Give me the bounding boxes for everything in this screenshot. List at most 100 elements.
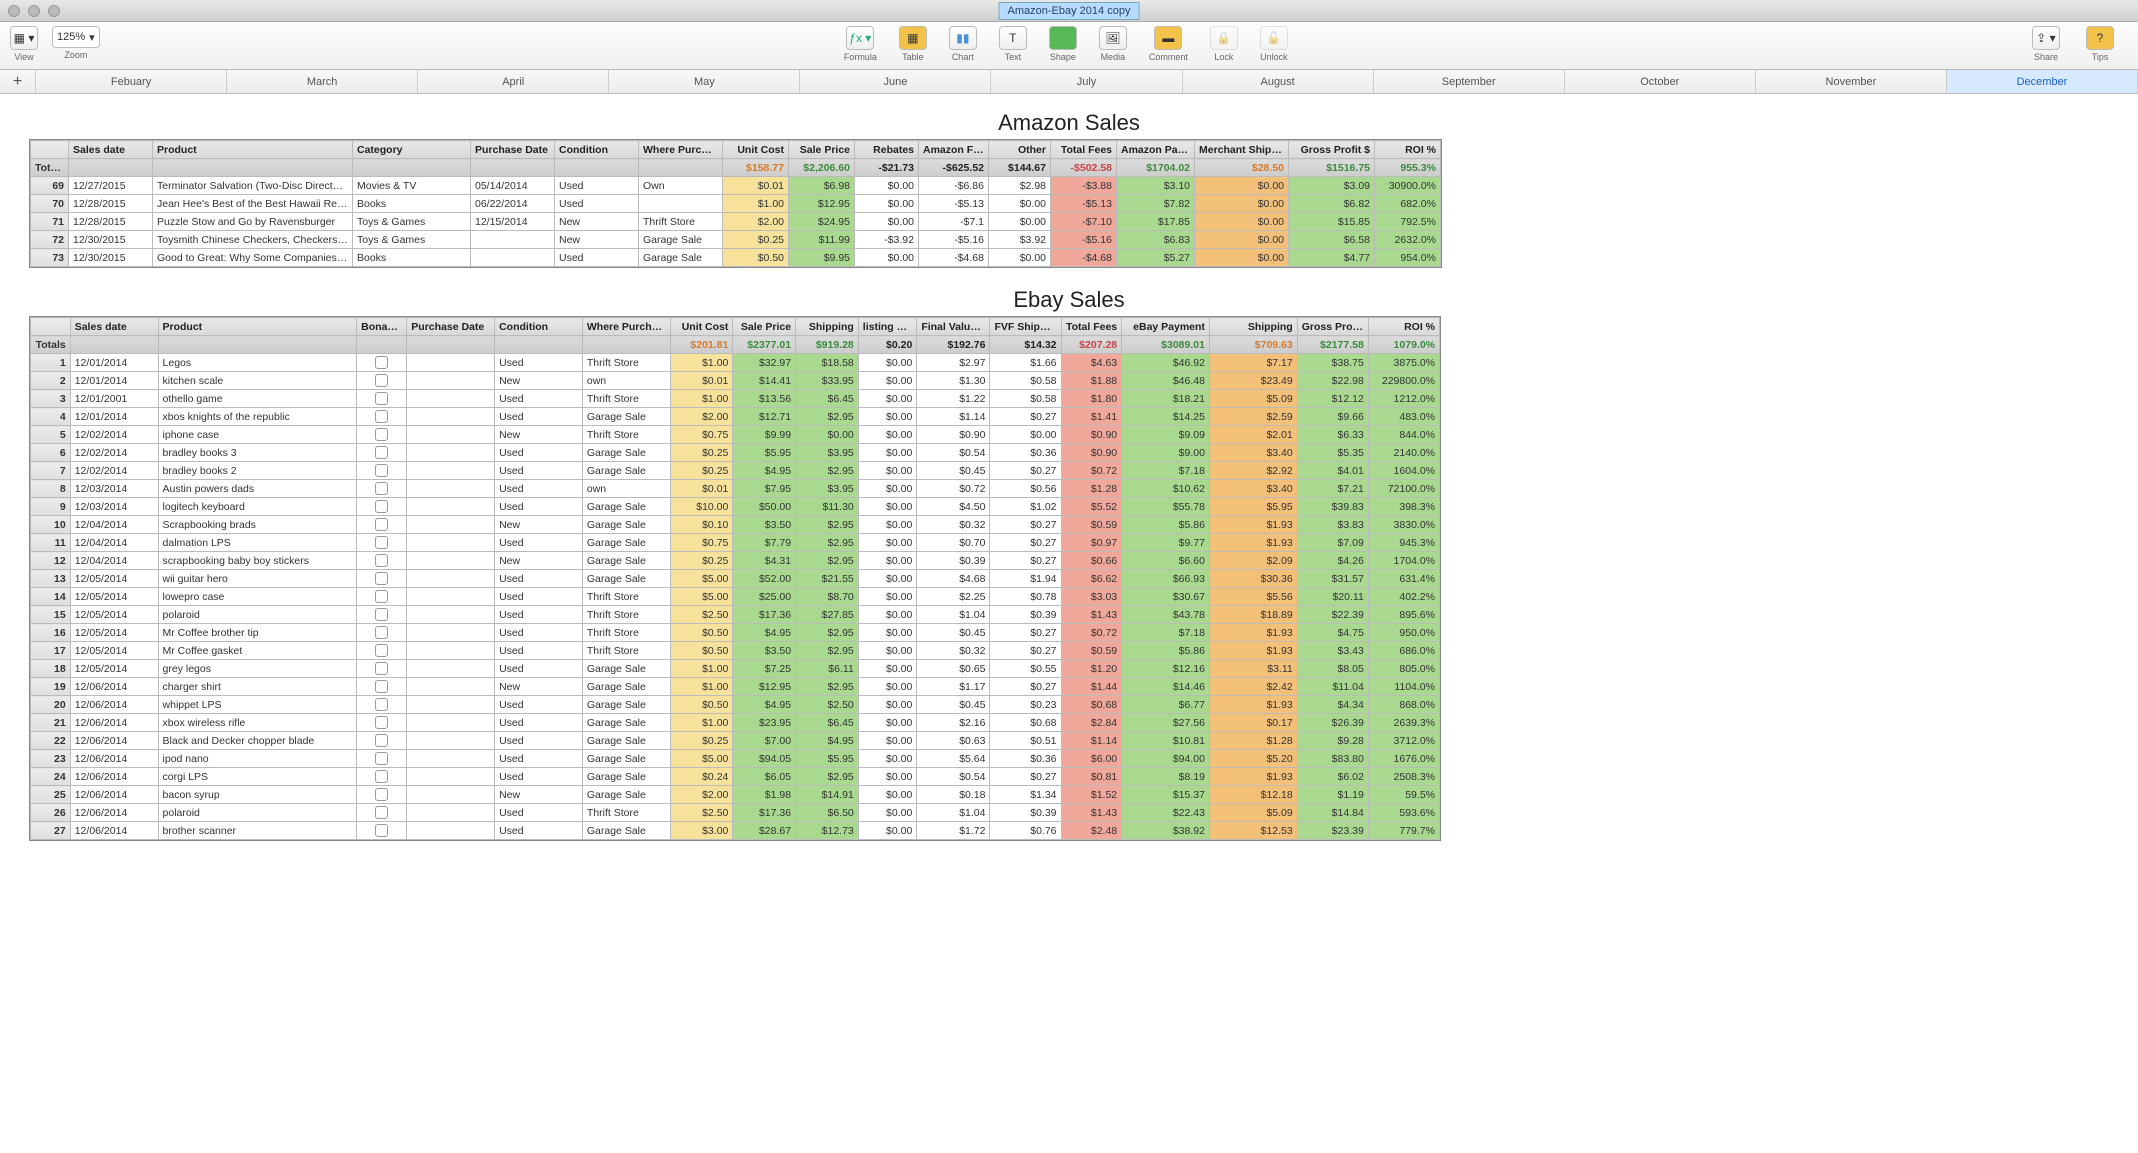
cell[interactable]: $0.45 — [917, 696, 990, 714]
col-header[interactable]: Where Purchased — [582, 318, 670, 336]
view-button[interactable]: ▦ ▾ — [10, 26, 38, 50]
col-header[interactable]: Purchase Date — [407, 318, 495, 336]
minimize-icon[interactable] — [28, 5, 40, 17]
cell[interactable]: $17.36 — [733, 606, 796, 624]
cell[interactable]: New — [555, 213, 639, 231]
bonanza-checkbox[interactable] — [375, 626, 388, 639]
cell[interactable]: $1.94 — [990, 570, 1061, 588]
cell[interactable]: $15.37 — [1122, 786, 1210, 804]
col-header[interactable]: Sale Price — [789, 141, 855, 159]
cell[interactable]: $33.95 — [796, 372, 859, 390]
cell[interactable]: $52.00 — [733, 570, 796, 588]
cell[interactable]: $2.25 — [917, 588, 990, 606]
cell[interactable]: Used — [555, 249, 639, 267]
cell[interactable]: $1.00 — [670, 714, 733, 732]
cell[interactable]: $2.98 — [989, 177, 1051, 195]
cell[interactable]: 12/04/2014 — [70, 552, 158, 570]
cell[interactable]: 12/30/2015 — [69, 231, 153, 249]
cell[interactable]: Used — [495, 570, 583, 588]
cell[interactable]: $1.88 — [1061, 372, 1122, 390]
cell[interactable]: $6.45 — [796, 714, 859, 732]
cell[interactable]: $0.58 — [990, 390, 1061, 408]
cell[interactable]: Used — [495, 354, 583, 372]
cell[interactable]: $94.05 — [733, 750, 796, 768]
cell[interactable]: $0.00 — [1195, 195, 1289, 213]
cell[interactable]: $0.00 — [858, 534, 917, 552]
cell[interactable]: xbox wireless rifle — [158, 714, 357, 732]
cell[interactable]: Toys & Games — [353, 213, 471, 231]
table-row[interactable]: 1312/05/2014wii guitar heroUsedGarage Sa… — [31, 570, 1440, 588]
cell[interactable]: $10.81 — [1122, 732, 1210, 750]
cell[interactable]: $6.98 — [789, 177, 855, 195]
bonanza-checkbox[interactable] — [375, 356, 388, 369]
cell[interactable]: Mr Coffee gasket — [158, 642, 357, 660]
table-row[interactable]: 2512/06/2014bacon syrupNewGarage Sale$2.… — [31, 786, 1440, 804]
cell[interactable]: -$7.1 — [919, 213, 989, 231]
cell[interactable]: Garage Sale — [639, 231, 723, 249]
cell[interactable]: $2.97 — [917, 354, 990, 372]
cell[interactable]: 3712.0% — [1368, 732, 1439, 750]
cell[interactable] — [471, 231, 555, 249]
cell[interactable]: Garage Sale — [582, 714, 670, 732]
cell[interactable]: 12/03/2014 — [70, 480, 158, 498]
cell[interactable] — [407, 498, 495, 516]
cell[interactable]: $0.27 — [990, 462, 1061, 480]
cell[interactable]: $0.72 — [1061, 624, 1122, 642]
cell[interactable]: Used — [495, 606, 583, 624]
bonanza-checkbox[interactable] — [375, 464, 388, 477]
cell[interactable]: Garage Sale — [582, 516, 670, 534]
cell[interactable]: $1.14 — [917, 408, 990, 426]
cell[interactable]: bradley books 3 — [158, 444, 357, 462]
bonanza-checkbox[interactable] — [375, 734, 388, 747]
cell[interactable]: 12/06/2014 — [70, 750, 158, 768]
cell[interactable]: $0.56 — [990, 480, 1061, 498]
cell[interactable]: $31.57 — [1297, 570, 1368, 588]
cell[interactable]: $28.67 — [733, 822, 796, 840]
table-row[interactable]: 1812/05/2014grey legosUsedGarage Sale$1.… — [31, 660, 1440, 678]
cell[interactable]: $24.95 — [789, 213, 855, 231]
bonanza-checkbox[interactable] — [375, 680, 388, 693]
cell[interactable]: 631.4% — [1368, 570, 1439, 588]
cell[interactable] — [407, 768, 495, 786]
cell[interactable] — [407, 624, 495, 642]
cell[interactable] — [407, 696, 495, 714]
cell[interactable] — [407, 786, 495, 804]
cell[interactable]: $18.89 — [1209, 606, 1297, 624]
cell[interactable]: $66.93 — [1122, 570, 1210, 588]
cell[interactable]: $3.00 — [670, 822, 733, 840]
cell[interactable]: $1.14 — [1061, 732, 1122, 750]
table-row[interactable]: 7012/28/2015Jean Hee's Best of the Best … — [31, 195, 1441, 213]
cell[interactable]: $0.00 — [858, 516, 917, 534]
lock-button[interactable]: 🔒 — [1210, 26, 1238, 50]
table-row[interactable]: 612/02/2014bradley books 3UsedGarage Sal… — [31, 444, 1440, 462]
bonanza-checkbox[interactable] — [375, 410, 388, 423]
table-row[interactable]: 2312/06/2014ipod nanoUsedGarage Sale$5.0… — [31, 750, 1440, 768]
table-row[interactable]: 1612/05/2014Mr Coffee brother tipUsedThr… — [31, 624, 1440, 642]
cell[interactable]: Garage Sale — [582, 678, 670, 696]
cell[interactable] — [357, 696, 407, 714]
cell[interactable]: -$4.68 — [919, 249, 989, 267]
cell[interactable]: $0.00 — [858, 480, 917, 498]
cell[interactable]: $0.00 — [858, 498, 917, 516]
cell[interactable]: 1704.0% — [1368, 552, 1439, 570]
bonanza-checkbox[interactable] — [375, 392, 388, 405]
table-row[interactable]: 2112/06/2014xbox wireless rifleUsedGarag… — [31, 714, 1440, 732]
cell[interactable]: $2.01 — [1209, 426, 1297, 444]
cell[interactable]: $0.90 — [917, 426, 990, 444]
cell[interactable]: New — [495, 552, 583, 570]
formula-button[interactable]: ƒx ▾ — [846, 26, 874, 50]
cell[interactable]: bradley books 2 — [158, 462, 357, 480]
cell[interactable]: $0.01 — [723, 177, 789, 195]
cell[interactable]: 12/15/2014 — [471, 213, 555, 231]
cell[interactable]: $8.70 — [796, 588, 859, 606]
cell[interactable]: Garage Sale — [582, 408, 670, 426]
cell[interactable]: $0.25 — [723, 231, 789, 249]
ebay-sales-table[interactable]: Sales dateProductBonanzaPurchase DateCon… — [30, 317, 1440, 840]
window-filename[interactable]: Amazon-Ebay 2014 copy — [999, 2, 1140, 20]
cell[interactable]: -$3.92 — [855, 231, 919, 249]
cell[interactable]: Thrift Store — [582, 426, 670, 444]
col-header[interactable]: eBay Payment — [1122, 318, 1210, 336]
cell[interactable] — [407, 534, 495, 552]
cell[interactable]: $0.00 — [858, 768, 917, 786]
cell[interactable]: $0.10 — [670, 516, 733, 534]
